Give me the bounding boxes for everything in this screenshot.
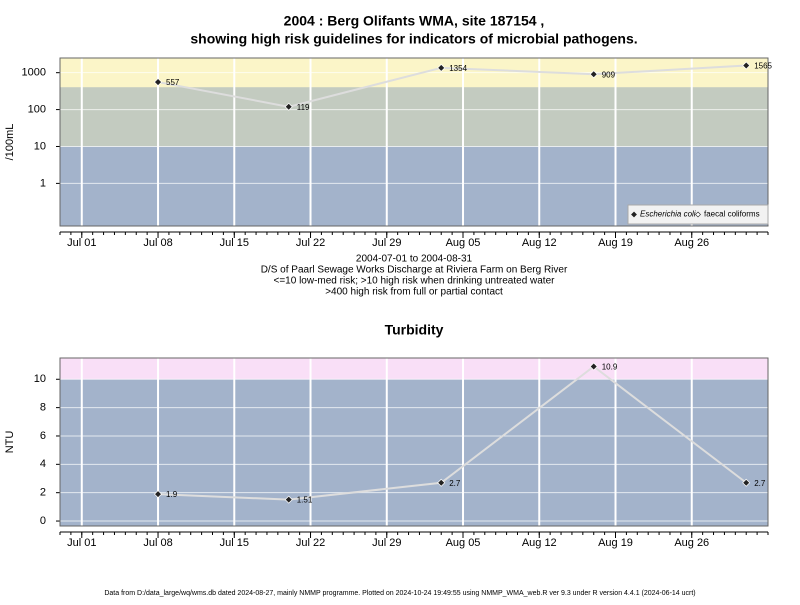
x-tick-label: Jul 08 <box>143 237 172 249</box>
x-tick-label: Aug 05 <box>446 237 481 249</box>
data-point <box>437 478 446 487</box>
data-point <box>284 495 293 504</box>
x-tick-label: Aug 19 <box>598 237 633 249</box>
chart-title: 2004 : Berg Olifants WMA, site 187154 , <box>284 13 545 29</box>
data-point <box>154 78 163 87</box>
chart-note: >400 high risk from full or partial cont… <box>325 287 503 298</box>
plot-frame <box>59 57 769 227</box>
plot-frame <box>59 357 769 527</box>
data-point <box>437 63 446 72</box>
y-tick-label: 2 <box>40 487 46 499</box>
x-tick-label: Jul 22 <box>296 237 325 249</box>
footer: Data from D:/data_large/wq/wms.db dated … <box>104 590 695 597</box>
data-point <box>589 70 598 79</box>
y-tick-label: 10 <box>34 373 46 385</box>
chart-note: <=10 low-med risk; >10 high risk when dr… <box>274 276 556 287</box>
chart-title: Turbidity <box>385 322 444 338</box>
x-tick-label: Aug 26 <box>674 237 709 249</box>
y-axis-label: NTU <box>4 431 16 454</box>
data-label: 909 <box>602 70 616 79</box>
x-tick-label: Aug 12 <box>522 537 557 549</box>
legend-marker <box>631 211 637 218</box>
data-label: 1.51 <box>297 496 313 505</box>
x-tick-label: Jul 15 <box>220 237 249 249</box>
data-point <box>742 478 751 487</box>
x-tick-label: Jul 15 <box>220 537 249 549</box>
chart-note: 2004-07-01 to 2004-08-31 <box>356 254 473 265</box>
legend-marker <box>695 211 701 218</box>
y-axis-label: /100mL <box>4 124 16 161</box>
y-tick-label: 100 <box>28 103 46 115</box>
data-label: 1565 <box>754 62 772 71</box>
plot-background <box>60 358 768 526</box>
x-tick-label: Jul 01 <box>67 537 96 549</box>
x-tick-label: Jul 29 <box>372 537 401 549</box>
y-tick-label: 6 <box>40 430 46 442</box>
risk-band <box>60 87 768 147</box>
data-point <box>589 362 598 371</box>
x-tick-label: Aug 26 <box>674 537 709 549</box>
data-label: 2.7 <box>449 479 461 488</box>
x-tick-label: Aug 12 <box>522 237 557 249</box>
x-tick-label: Jul 08 <box>143 537 172 549</box>
data-label: 1.9 <box>166 490 178 499</box>
legend-label: faecal coliforms <box>704 210 760 219</box>
chart-note: D/S of Paarl Sewage Works Discharge at R… <box>261 265 568 276</box>
data-point <box>284 102 293 111</box>
data-label: 119 <box>297 103 310 112</box>
data-label: 2.7 <box>754 479 766 488</box>
y-tick-label: 1000 <box>22 67 46 79</box>
y-tick-label: 0 <box>40 515 46 527</box>
risk-band <box>60 358 768 380</box>
x-tick-label: Jul 01 <box>67 237 96 249</box>
x-tick-label: Jul 29 <box>372 237 401 249</box>
data-point <box>742 61 751 70</box>
y-tick-label: 4 <box>40 458 46 470</box>
legend-label: Escherichia coli <box>640 210 696 219</box>
y-tick-label: 8 <box>40 402 46 414</box>
data-label: 10.9 <box>602 363 618 372</box>
y-tick-label: 10 <box>34 140 46 152</box>
data-label: 557 <box>166 78 180 87</box>
chart-title: showing high risk guidelines for indicat… <box>190 31 637 47</box>
x-tick-label: Aug 05 <box>446 537 481 549</box>
data-label: 1354 <box>449 64 467 73</box>
y-tick-label: 1 <box>40 177 46 189</box>
x-tick-label: Aug 19 <box>598 537 633 549</box>
x-tick-label: Jul 22 <box>296 537 325 549</box>
data-point <box>154 490 163 499</box>
